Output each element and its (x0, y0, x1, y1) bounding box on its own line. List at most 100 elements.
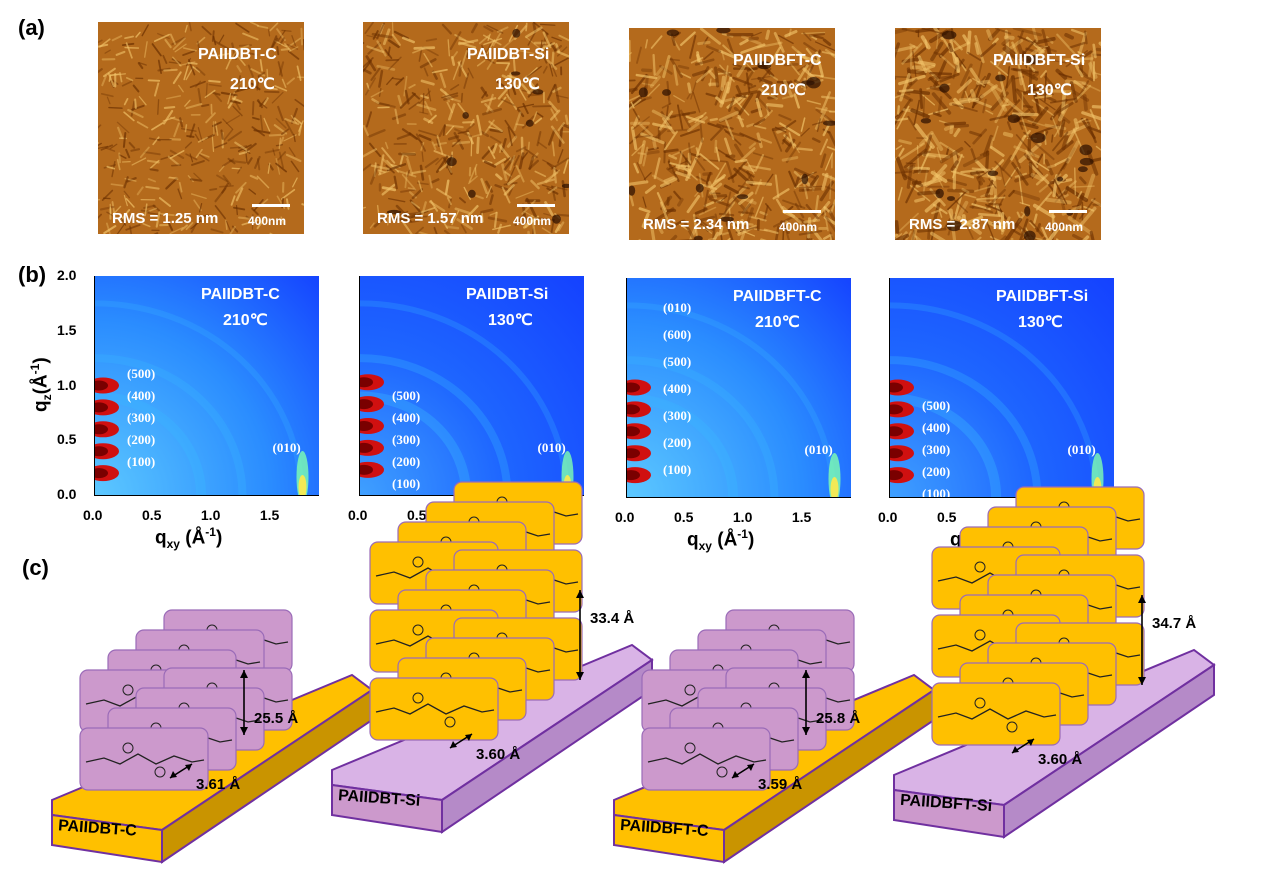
giwaxs-peak-label: (500) (663, 354, 692, 369)
giwaxs-peak-label: (300) (127, 410, 156, 425)
afm-height-map (98, 22, 304, 234)
y-tick-label: 2.0 (57, 267, 77, 283)
backbone-structure (647, 753, 767, 765)
giwaxs-peak-label: (600) (663, 327, 692, 342)
x-tick-label: 1.0 (732, 509, 753, 525)
giwaxs-plot: PAIIDBT-C 210℃ (500) (400) (300) (200) (100) (0… (87, 276, 319, 503)
pi-stack-spacing-label: 3.60 Å (1038, 751, 1083, 768)
giwaxs-peak-label: (200) (127, 432, 156, 447)
afm-sample-name: PAIIDBT-C (198, 46, 277, 63)
afm-height-map (895, 28, 1101, 240)
giwaxs-pattern (619, 278, 851, 505)
x-tick-label: 0.5 (141, 507, 162, 523)
afm-height-map (629, 28, 835, 240)
giwaxs-peak-label: (300) (392, 432, 421, 447)
afm-image: PAIIDBT-Si 130℃ RMS = 1.57 nm 400nm (363, 22, 569, 234)
substrate-front (51, 813, 163, 864)
afm-anneal-temp: 130℃ (1027, 82, 1072, 99)
substrate-front (613, 813, 725, 864)
afm-scale-bar (517, 204, 555, 207)
packing-schematic (613, 609, 936, 864)
polymer-backbone-sheet (369, 677, 499, 741)
afm-rms-value: RMS = 2.34 nm (643, 216, 750, 233)
afm-height-map (363, 22, 569, 234)
packing-schematic (893, 486, 1216, 839)
x-tick-label: 0.0 (348, 507, 368, 523)
polymer-backbone-sheet (931, 682, 1061, 746)
y-axis-line (94, 276, 95, 496)
afm-scale-bar (783, 210, 821, 213)
giwaxs-anneal-temp: 210℃ (755, 314, 800, 331)
giwaxs-peak-label: (300) (922, 442, 951, 457)
packing-schematic (331, 481, 654, 834)
giwaxs-sample-name: PAIIDBT-C (201, 286, 280, 303)
giwaxs-pattern (352, 276, 584, 503)
afm-sample-name: PAIIDBFT-Si (993, 52, 1086, 69)
pi-stack-spacing-label: 3.60 Å (476, 746, 521, 763)
x-tick-label: 0.0 (83, 507, 103, 523)
y-tick-label: 0.0 (57, 486, 77, 502)
afm-rms-value: RMS = 1.25 nm (112, 210, 219, 227)
afm-rms-value: RMS = 2.87 nm (909, 216, 1016, 233)
backbone-structure (85, 753, 205, 765)
x-tick-label: 0.0 (615, 509, 635, 525)
giwaxs-peak-label: (200) (663, 435, 692, 450)
x-axis-line (95, 495, 319, 496)
giwaxs-plot: PAIIDBT-Si 130℃ (500) (400) (300) (200) (100) (… (352, 276, 584, 503)
panel-label-b: (b) (18, 262, 47, 287)
y-tick-label: 1.5 (57, 321, 77, 338)
x-axis-title: qxy (Å-1) (155, 525, 223, 552)
substrate-front (331, 783, 443, 834)
giwaxs-peak-label: (200) (392, 454, 421, 469)
giwaxs-pi-stack-peak-label: (010) (1067, 442, 1096, 457)
y-tick-label: 0.5 (57, 431, 77, 448)
afm-scale-bar (1049, 210, 1087, 213)
x-tick-label: 1.0 (200, 507, 221, 523)
afm-anneal-temp: 210℃ (761, 82, 806, 99)
panel-label-c: (c) (22, 555, 49, 580)
giwaxs-peak-label: (010) (663, 300, 692, 315)
giwaxs-anneal-temp: 210℃ (223, 312, 268, 329)
lamellar-spacing-label: 33.4 Å (590, 610, 635, 627)
x-axis-line (890, 497, 1114, 498)
afm-anneal-temp: 210℃ (230, 76, 275, 93)
giwaxs-pi-stack-peak-label: (010) (537, 440, 566, 455)
afm-scale-label: 400nm (513, 214, 552, 228)
packing-schematic (51, 609, 374, 864)
giwaxs-pi-stack-peak-label: (010) (272, 440, 301, 455)
giwaxs-sample-name: PAIIDBT-Si (466, 286, 549, 303)
giwaxs-pi-stack-peak-label: (010) (804, 442, 833, 457)
x-tick-label: 0.5 (406, 507, 427, 523)
lamellar-spacing-label: 25.8 Å (816, 710, 861, 727)
giwaxs-plot: PAIIDBFT-C 210℃ (010) (600) (500) (400) (300) (… (619, 278, 851, 505)
giwaxs-pattern (87, 276, 319, 503)
afm-sample-name: PAIIDBFT-C (733, 52, 822, 69)
afm-scale-label: 400nm (1045, 220, 1084, 234)
giwaxs-peak-label: (100) (127, 454, 156, 469)
giwaxs-peak-label: (400) (127, 388, 156, 403)
giwaxs-sample-name: PAIIDBFT-Si (996, 288, 1089, 305)
pi-stack-spacing-label: 3.61 Å (196, 776, 241, 793)
lamellar-spacing-label: 34.7 Å (1152, 615, 1197, 632)
giwaxs-peak-label: (300) (663, 408, 692, 423)
y-tick-label: 1.0 (57, 376, 77, 393)
y-axis-line (889, 278, 890, 498)
giwaxs-peak-label: (400) (663, 381, 692, 396)
giwaxs-anneal-temp: 130℃ (1018, 314, 1063, 331)
afm-image: PAIIDBT-C 210℃ RMS = 1.25 nm 400nm (98, 22, 304, 234)
backbone-structure (375, 703, 495, 715)
giwaxs-peak-label: (100) (663, 462, 692, 477)
substrate-front (893, 788, 1005, 839)
giwaxs-peak-label: (400) (392, 410, 421, 425)
giwaxs-peak-label: (100) (392, 476, 421, 491)
afm-image: PAIIDBFT-C 210℃ RMS = 2.34 nm 400nm (629, 28, 835, 240)
x-tick-label: 1.5 (791, 509, 812, 525)
afm-anneal-temp: 130℃ (495, 76, 540, 93)
x-tick-label: 0.5 (936, 509, 957, 525)
y-axis-line (626, 278, 627, 498)
x-tick-label: 1.5 (259, 507, 280, 523)
giwaxs-sample-name: PAIIDBFT-C (733, 288, 822, 305)
giwaxs-peak-label: (400) (922, 420, 951, 435)
giwaxs-peak-label: (500) (922, 398, 951, 413)
